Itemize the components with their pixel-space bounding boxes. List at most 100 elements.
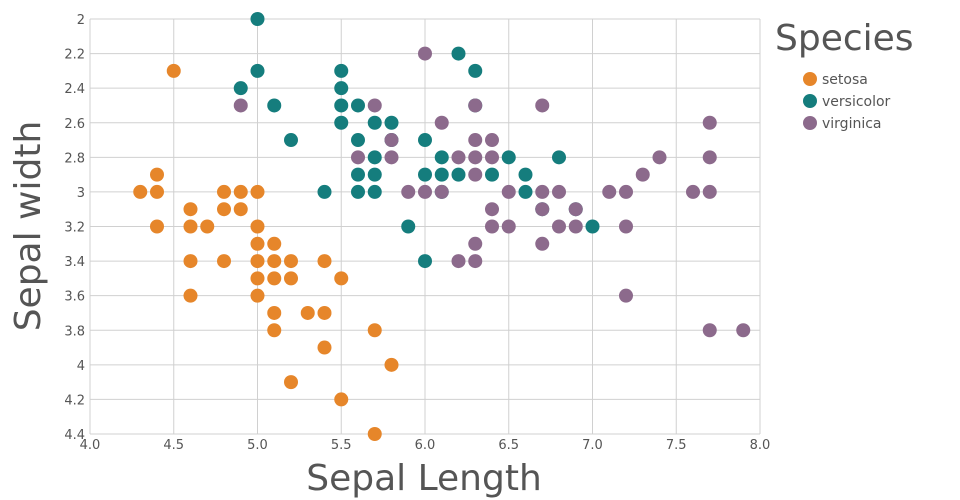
data-point-setosa <box>233 184 248 199</box>
data-point-virginica <box>485 219 499 234</box>
data-point-versicolor <box>434 150 449 165</box>
data-point-versicolor <box>401 219 416 234</box>
data-point-virginica <box>568 202 583 217</box>
data-point-versicolor <box>501 150 516 165</box>
legend-marker-versicolor <box>803 94 817 108</box>
y-tick-label: 3.2 <box>64 221 85 236</box>
data-point-virginica <box>468 236 483 251</box>
data-point-versicolor <box>367 150 382 165</box>
data-point-setosa <box>183 254 198 269</box>
data-point-setosa <box>250 184 265 199</box>
data-point-setosa <box>267 305 282 320</box>
data-point-setosa <box>217 184 231 199</box>
data-point-virginica <box>635 167 650 182</box>
data-point-setosa <box>284 254 298 269</box>
data-point-setosa <box>300 305 315 320</box>
data-point-setosa <box>334 271 349 286</box>
data-point-virginica <box>468 254 483 269</box>
data-point-setosa <box>334 392 349 407</box>
data-point-virginica <box>468 98 483 113</box>
legend-title: Species <box>775 18 914 59</box>
data-point-setosa <box>367 427 382 441</box>
data-point-versicolor <box>367 167 382 182</box>
data-point-virginica <box>552 184 566 199</box>
data-point-versicolor <box>334 63 349 78</box>
data-point-versicolor <box>334 81 349 96</box>
data-point-versicolor <box>552 150 566 165</box>
x-tick-label: 4.5 <box>163 438 184 453</box>
data-point-virginica <box>434 184 449 199</box>
data-point-versicolor <box>233 81 248 96</box>
data-point-versicolor <box>334 98 349 113</box>
y-tick-label: 2.4 <box>64 82 85 97</box>
data-point-virginica <box>686 184 700 199</box>
data-point-virginica <box>568 219 583 234</box>
data-point-virginica <box>384 150 399 165</box>
data-point-virginica <box>535 184 550 199</box>
data-point-virginica <box>501 219 516 234</box>
data-point-virginica <box>652 150 667 165</box>
data-point-setosa <box>267 271 282 286</box>
y-tick-label: 3.6 <box>64 290 85 305</box>
data-point-versicolor <box>485 167 499 182</box>
data-point-virginica <box>619 288 633 303</box>
data-point-setosa <box>183 202 198 217</box>
y-axis-title: Sepal width <box>8 121 49 332</box>
data-point-versicolor <box>418 133 432 148</box>
data-point-versicolor <box>518 184 533 199</box>
y-tick-label: 4.2 <box>64 393 85 408</box>
x-tick-label: 8.0 <box>750 438 771 453</box>
data-point-setosa <box>384 357 399 372</box>
data-point-setosa <box>217 202 231 217</box>
series-virginica <box>233 46 751 338</box>
data-point-virginica <box>535 202 550 217</box>
legend-marker-setosa <box>803 72 817 86</box>
data-point-setosa <box>250 271 265 286</box>
data-point-virginica <box>451 150 466 165</box>
data-point-versicolor <box>267 98 282 113</box>
data-point-virginica <box>485 150 499 165</box>
data-point-versicolor <box>468 63 483 78</box>
series-setosa <box>133 63 399 441</box>
y-tick-label: 4.4 <box>64 428 85 443</box>
data-point-setosa <box>284 375 298 390</box>
data-point-setosa <box>133 184 148 199</box>
x-tick-label: 5.0 <box>247 438 268 453</box>
data-point-virginica <box>552 219 566 234</box>
data-point-virginica <box>535 98 550 113</box>
data-point-virginica <box>736 323 751 338</box>
y-tick-label: 2.2 <box>64 48 85 63</box>
data-point-versicolor <box>434 167 449 182</box>
data-point-virginica <box>351 150 365 165</box>
data-point-versicolor <box>451 167 466 182</box>
data-point-setosa <box>250 288 265 303</box>
data-point-virginica <box>619 219 633 234</box>
legend-label-virginica: virginica <box>822 116 882 132</box>
data-point-versicolor <box>351 184 365 199</box>
data-point-versicolor <box>367 115 382 130</box>
data-point-virginica <box>702 323 717 338</box>
legend-marker-virginica <box>803 116 817 130</box>
data-point-setosa <box>250 236 265 251</box>
y-tick-label: 3.8 <box>64 324 85 339</box>
data-point-setosa <box>233 202 248 217</box>
data-point-setosa <box>317 340 332 355</box>
x-tick-label: 7.5 <box>666 438 687 453</box>
data-point-virginica <box>418 46 432 61</box>
data-point-versicolor <box>351 167 365 182</box>
x-tick-label: 6.5 <box>498 438 519 453</box>
data-point-virginica <box>535 236 550 251</box>
y-tick-label: 3 <box>77 186 85 201</box>
data-point-virginica <box>501 184 516 199</box>
data-point-setosa <box>200 219 215 234</box>
data-point-virginica <box>401 184 416 199</box>
y-tick-label: 2.6 <box>64 117 85 132</box>
data-point-setosa <box>250 219 265 234</box>
data-point-virginica <box>468 133 483 148</box>
data-point-setosa <box>217 254 231 269</box>
data-point-setosa <box>250 254 265 269</box>
data-point-virginica <box>418 184 432 199</box>
data-point-virginica <box>702 184 717 199</box>
data-point-setosa <box>150 184 164 199</box>
